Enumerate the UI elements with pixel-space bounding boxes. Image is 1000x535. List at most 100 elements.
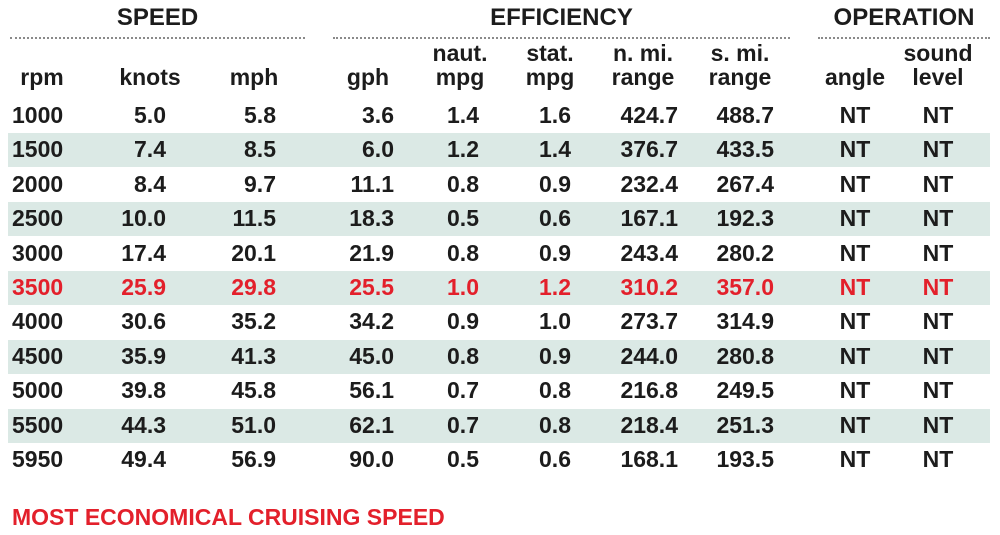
- cell: NT: [922, 411, 954, 438]
- cell: 273.7: [620, 308, 678, 335]
- cell: 5950: [12, 446, 64, 472]
- cell: 0.7: [447, 411, 479, 438]
- cell: 1.0: [447, 274, 479, 300]
- cell: 280.8: [716, 342, 774, 369]
- cell: 232.4: [620, 170, 678, 197]
- cell: NT: [839, 411, 871, 438]
- group-title: OPERATION: [833, 4, 975, 31]
- cell: 376.7: [620, 136, 678, 163]
- cell: 310.2: [620, 274, 678, 300]
- divider: [10, 37, 305, 39]
- cell: 44.3: [121, 411, 166, 438]
- cell: NT: [922, 342, 954, 369]
- cell: 90.0: [349, 446, 394, 472]
- footnote: MOST ECONOMICAL CRUISING SPEED: [12, 504, 445, 530]
- cell: 0.6: [539, 446, 571, 472]
- cell: 39.8: [121, 377, 166, 404]
- cell: 4500: [12, 342, 64, 369]
- cell: 62.1: [349, 411, 394, 438]
- cell: 0.8: [447, 342, 479, 369]
- cell: 167.1: [620, 205, 678, 232]
- cell: 5.0: [134, 102, 166, 128]
- cell: NT: [839, 446, 871, 472]
- cell: 45.0: [349, 342, 394, 369]
- row-band: [8, 339, 990, 374]
- cell: NT: [839, 308, 871, 335]
- cell: 0.6: [539, 205, 571, 232]
- cell: 35.9: [121, 342, 166, 369]
- cell: 0.8: [539, 377, 571, 404]
- cell: 216.8: [620, 377, 678, 404]
- cell: 0.5: [447, 446, 479, 472]
- cell: 10.0: [121, 205, 166, 232]
- cell: 192.3: [716, 205, 774, 232]
- cell: 11.5: [232, 205, 277, 232]
- column-header: range: [611, 64, 675, 90]
- row-band: [8, 408, 990, 443]
- column-header: gph: [346, 64, 390, 90]
- cell: 2000: [12, 170, 64, 197]
- cell: 5.8: [244, 102, 276, 128]
- cell: 168.1: [620, 446, 678, 472]
- cell: 488.7: [716, 102, 774, 128]
- row-band: [8, 271, 990, 305]
- cell: NT: [839, 170, 871, 197]
- cell: 2500: [12, 205, 64, 232]
- cell: 45.8: [231, 377, 276, 404]
- cell: 8.5: [244, 136, 276, 163]
- cell: 21.9: [349, 239, 394, 266]
- cell: 56.9: [231, 446, 276, 472]
- cell: 1.4: [539, 136, 571, 163]
- divider: [333, 37, 790, 39]
- cell: NT: [922, 102, 954, 128]
- cell: 314.9: [716, 308, 774, 335]
- cell: 3.6: [362, 102, 394, 128]
- cell: 249.5: [716, 377, 774, 404]
- cell: 5500: [12, 411, 64, 438]
- cell: 8.4: [134, 170, 166, 197]
- row-band: [8, 202, 990, 237]
- cell: 1.4: [447, 102, 479, 128]
- cell: 0.5: [447, 205, 479, 232]
- column-header: mpg: [435, 64, 485, 90]
- group-title: EFFICIENCY: [490, 4, 633, 31]
- cell: 6.0: [362, 136, 394, 163]
- column-header: n. mi.: [612, 40, 674, 66]
- cell: 51.0: [231, 411, 276, 438]
- column-header: stat.: [526, 40, 574, 66]
- cell: NT: [839, 205, 871, 232]
- cell: NT: [839, 377, 871, 404]
- cell: 20.1: [231, 239, 276, 266]
- cell: 0.8: [539, 411, 571, 438]
- cell: 1500: [12, 136, 64, 163]
- group-title: SPEED: [116, 4, 199, 31]
- cell: NT: [839, 102, 871, 128]
- cell: 0.9: [539, 239, 571, 266]
- divider: [818, 37, 990, 39]
- cell: NT: [922, 136, 954, 163]
- cell: 0.9: [539, 342, 571, 369]
- row-band: [8, 133, 990, 168]
- cell: NT: [922, 239, 954, 266]
- cell: 18.3: [349, 205, 394, 232]
- column-header: angle: [824, 64, 886, 90]
- column-header: mph: [229, 64, 279, 90]
- cell: 433.5: [716, 136, 774, 163]
- column-header: mpg: [525, 64, 575, 90]
- cell: 3500: [12, 274, 64, 300]
- column-header: rpm: [20, 64, 64, 90]
- cell: 424.7: [620, 102, 678, 128]
- cell: 218.4: [620, 411, 678, 438]
- cell: 5000: [12, 377, 64, 404]
- cell: 1.6: [539, 102, 571, 128]
- cell: 7.4: [134, 136, 166, 163]
- cell: 1.2: [539, 274, 571, 300]
- cell: 1.2: [447, 136, 479, 163]
- cell: 25.5: [349, 274, 394, 300]
- cell: 280.2: [716, 239, 774, 266]
- cell: 41.3: [231, 342, 276, 369]
- cell: 3000: [12, 239, 64, 266]
- cell: 4000: [12, 308, 64, 335]
- cell: 0.9: [447, 308, 479, 335]
- cell: 56.1: [349, 377, 394, 404]
